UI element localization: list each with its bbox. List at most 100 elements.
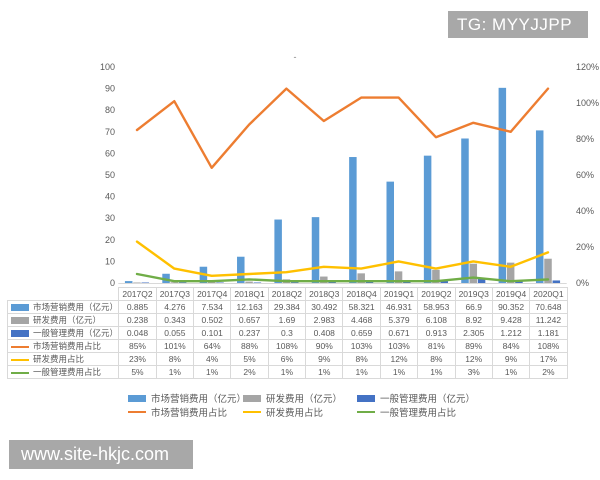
row-label-cell: 市场营销费用（亿元）	[6, 300, 120, 314]
table-cell: 1%	[417, 365, 456, 379]
table-cell: 4.468	[342, 313, 381, 327]
series-label: 市场营销费用占比	[33, 341, 102, 351]
bar	[535, 130, 544, 283]
table-cell: 84%	[491, 339, 531, 353]
bar	[207, 281, 216, 283]
table-cell: 89%	[454, 339, 493, 353]
bar	[216, 282, 224, 283]
left-axis-tick: 70	[105, 127, 115, 137]
table-cell: 1%	[155, 365, 195, 379]
table-cell: 8%	[417, 352, 456, 366]
bar	[320, 276, 328, 283]
table-cell: 0.657	[230, 313, 269, 327]
table-cell: 1.212	[491, 326, 531, 340]
line-series	[135, 272, 550, 283]
right-axis-tick: 100%	[576, 98, 599, 108]
bar	[245, 281, 253, 283]
table-cell: 12.163	[230, 300, 269, 314]
table-cell: 103%	[342, 339, 381, 353]
table-cell: 9%	[491, 352, 531, 366]
legend-label: 一般管理费用占比	[380, 408, 457, 419]
series-label: 一般管理费用占比	[33, 367, 102, 377]
table-cell: 1%	[342, 365, 381, 379]
left-axis-tick: 50	[105, 170, 115, 180]
chart-title: -	[294, 52, 297, 62]
table-cell: 23%	[118, 352, 157, 366]
telegram-tag-badge: TG: MYYJJPP	[448, 11, 588, 38]
table-cell: 88%	[230, 339, 269, 353]
category-header-cell: 2020Q1	[529, 287, 568, 301]
table-cell: 90%	[305, 339, 344, 353]
table-cell: 0.238	[118, 313, 157, 327]
series-swatch-icon	[11, 358, 29, 361]
table-cell: 108%	[529, 339, 568, 353]
table-cell: 6%	[267, 352, 307, 366]
line-series	[135, 87, 550, 170]
bar	[423, 155, 432, 283]
left-axis-tick: 10	[105, 256, 115, 266]
table-row: 一般管理费用占比 5% 1% 1% 2% 1% 1% 1% 1% 1% 3% 1% 2%	[6, 365, 568, 379]
bar	[357, 273, 365, 283]
bar	[291, 282, 299, 283]
table-cell: 81%	[417, 339, 456, 353]
chart-legend: 市场营销费用（亿元） 研发费用（亿元） 一般管理费用（亿元） 市场营销费用占比 研发费用…	[0, 391, 600, 425]
legend-swatch-icon	[357, 394, 375, 402]
table-cell: 8%	[342, 352, 381, 366]
table-cell: 12%	[454, 352, 493, 366]
legend-swatch-icon	[357, 410, 375, 414]
table-cell: 85%	[118, 339, 157, 353]
bar	[328, 282, 336, 283]
table-cell: 5%	[230, 352, 269, 366]
bar	[477, 278, 486, 283]
right-axis-tick: 80%	[576, 134, 594, 144]
category-header-cell: 2019Q2	[417, 287, 456, 301]
series-swatch-icon	[11, 371, 29, 374]
table-cell: 30.492	[305, 300, 344, 314]
legend-item: 市场营销费用占比	[128, 405, 227, 419]
right-axis-tick: 120%	[576, 62, 599, 72]
bar	[461, 138, 469, 283]
table-cell: 2.983	[305, 313, 344, 327]
table-corner-cell	[8, 288, 119, 301]
series-swatch-icon	[11, 330, 29, 338]
legend-item: 研发费用（亿元）	[243, 391, 342, 405]
table-cell: 1.69	[267, 313, 307, 327]
table-row: 一般管理费用（亿元） 0.048 0.055 0.101 0.237 0.3 0.408 0.…	[6, 326, 568, 340]
table-cell: 70.648	[529, 300, 568, 314]
table-row: 市场营销费用（亿元） 0.885 4.276 7.534 12.163 29.384 30.…	[6, 300, 568, 314]
left-axis-tick: 80	[105, 105, 115, 115]
table-cell: 0.659	[342, 326, 381, 340]
row-label-cell: 研发费用（亿元）	[6, 313, 120, 327]
right-axis-tick: 40%	[576, 206, 594, 216]
left-axis-tick: 20	[105, 235, 115, 245]
legend-item: 一般管理费用（亿元）	[357, 391, 475, 405]
table-cell: 1%	[491, 365, 531, 379]
bar	[506, 262, 515, 283]
table-cell: 9.428	[491, 313, 531, 327]
category-header-cell: 2019Q3	[454, 287, 493, 301]
legend-swatch-icon	[243, 410, 261, 414]
bar	[432, 269, 440, 283]
table-cell: 58.321	[342, 300, 381, 314]
left-axis-tick: 60	[105, 148, 115, 158]
bar	[141, 282, 150, 283]
table-cell: 6.108	[417, 313, 456, 327]
bar	[469, 263, 478, 283]
table-cell: 4.276	[155, 300, 195, 314]
right-axis-tick: 0%	[576, 278, 589, 288]
bar	[386, 181, 394, 283]
left-axis-tick: 30	[105, 213, 115, 223]
row-label-cell: 一般管理费用（亿元）	[6, 326, 120, 340]
series-label: 研发费用（亿元）	[33, 315, 102, 325]
table-cell: 5%	[118, 365, 157, 379]
bar	[274, 219, 282, 283]
bar	[349, 157, 357, 283]
table-cell: 9%	[305, 352, 344, 366]
row-label-cell: 一般管理费用占比	[6, 365, 120, 379]
right-axis-tick: 60%	[576, 170, 594, 180]
legend-item: 研发费用占比	[243, 405, 323, 419]
table-cell: 0.502	[193, 313, 232, 327]
table-cell: 0.101	[193, 326, 232, 340]
bar	[311, 217, 320, 283]
